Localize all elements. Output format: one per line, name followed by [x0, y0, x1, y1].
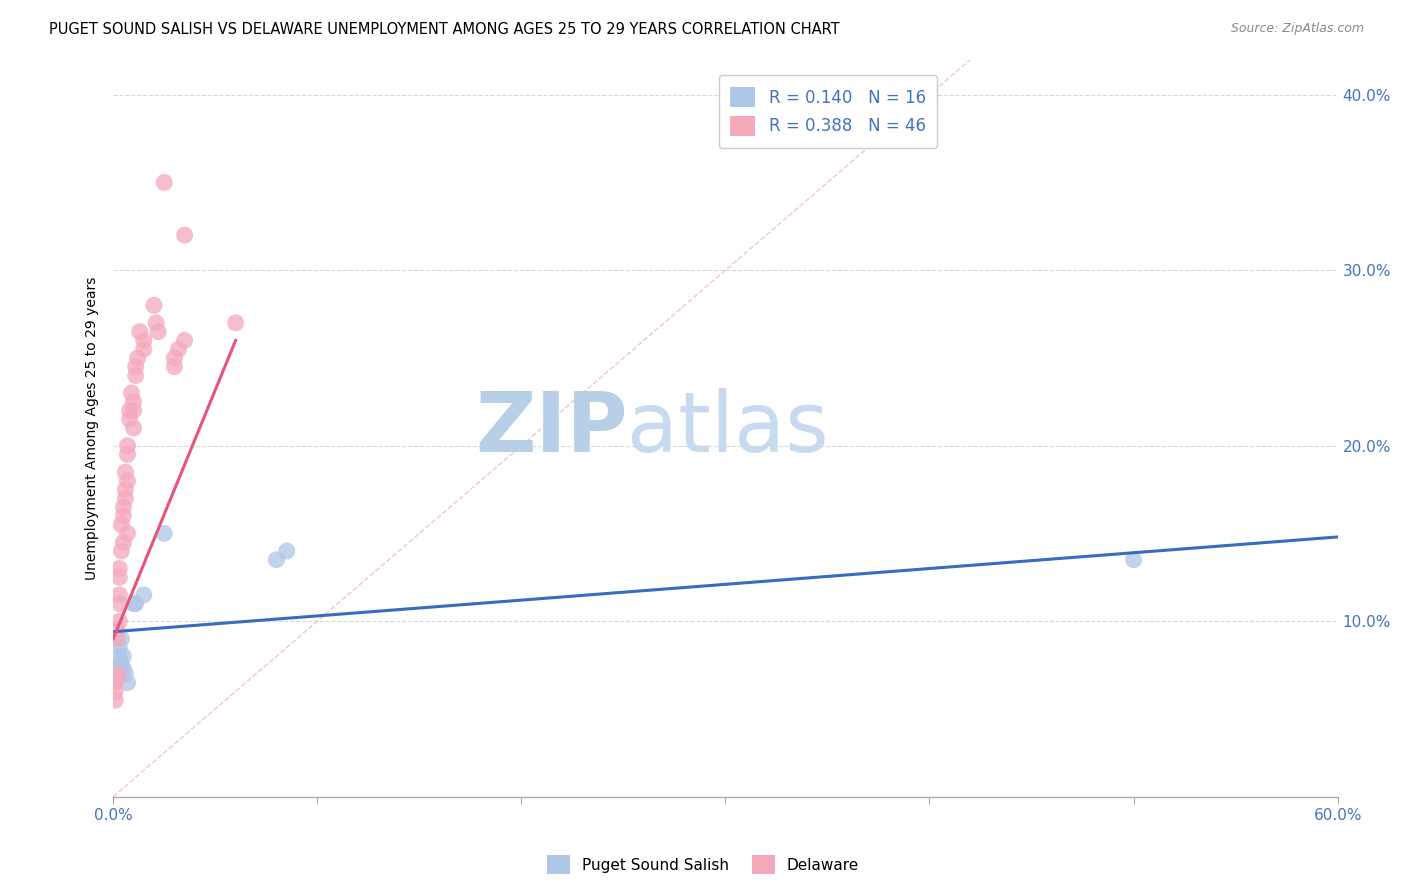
Text: Source: ZipAtlas.com: Source: ZipAtlas.com — [1230, 22, 1364, 36]
Legend: R = 0.140   N = 16, R = 0.388   N = 46: R = 0.140 N = 16, R = 0.388 N = 46 — [718, 75, 938, 148]
Text: ZIP: ZIP — [475, 388, 627, 468]
Legend: Puget Sound Salish, Delaware: Puget Sound Salish, Delaware — [541, 849, 865, 880]
Point — [173, 228, 195, 243]
Point — [117, 675, 139, 690]
Point — [112, 662, 135, 676]
Point — [112, 649, 135, 664]
Point — [276, 544, 298, 558]
Point — [225, 316, 247, 330]
Point — [108, 570, 131, 584]
Point — [118, 412, 141, 426]
Point — [108, 588, 131, 602]
Point — [114, 483, 136, 497]
Point — [105, 670, 128, 684]
Point — [112, 535, 135, 549]
Point — [117, 439, 139, 453]
Y-axis label: Unemployment Among Ages 25 to 29 years: Unemployment Among Ages 25 to 29 years — [86, 277, 100, 580]
Point — [117, 526, 139, 541]
Point — [110, 632, 132, 646]
Text: PUGET SOUND SALISH VS DELAWARE UNEMPLOYMENT AMONG AGES 25 TO 29 YEARS CORRELATIO: PUGET SOUND SALISH VS DELAWARE UNEMPLOYM… — [49, 22, 839, 37]
Point — [153, 526, 176, 541]
Point — [117, 447, 139, 461]
Point — [117, 474, 139, 488]
Point — [124, 359, 146, 374]
Point — [146, 325, 169, 339]
Point — [173, 334, 195, 348]
Point — [110, 544, 132, 558]
Point — [266, 553, 288, 567]
Point — [118, 403, 141, 417]
Point — [114, 491, 136, 506]
Point — [110, 658, 132, 673]
Point — [108, 561, 131, 575]
Point — [124, 597, 146, 611]
Point — [1122, 553, 1144, 567]
Point — [127, 351, 149, 365]
Point — [163, 359, 186, 374]
Point — [122, 403, 145, 417]
Text: atlas: atlas — [627, 388, 830, 468]
Point — [132, 588, 155, 602]
Point — [108, 640, 131, 655]
Point — [105, 623, 128, 637]
Point — [104, 693, 127, 707]
Point — [128, 325, 150, 339]
Point — [145, 316, 167, 330]
Point — [122, 597, 145, 611]
Point — [112, 508, 135, 523]
Point — [108, 614, 131, 628]
Point — [104, 684, 127, 698]
Point — [105, 666, 128, 681]
Point — [143, 298, 166, 312]
Point — [108, 597, 131, 611]
Point — [124, 368, 146, 383]
Point — [121, 386, 143, 401]
Point — [110, 517, 132, 532]
Point — [122, 394, 145, 409]
Point — [104, 675, 127, 690]
Point — [132, 342, 155, 356]
Point — [108, 658, 131, 673]
Point — [112, 500, 135, 515]
Point — [114, 465, 136, 479]
Point — [153, 176, 176, 190]
Point — [105, 632, 128, 646]
Point — [122, 421, 145, 435]
Point — [167, 342, 190, 356]
Point — [114, 666, 136, 681]
Point — [108, 649, 131, 664]
Point — [132, 334, 155, 348]
Point — [163, 351, 186, 365]
